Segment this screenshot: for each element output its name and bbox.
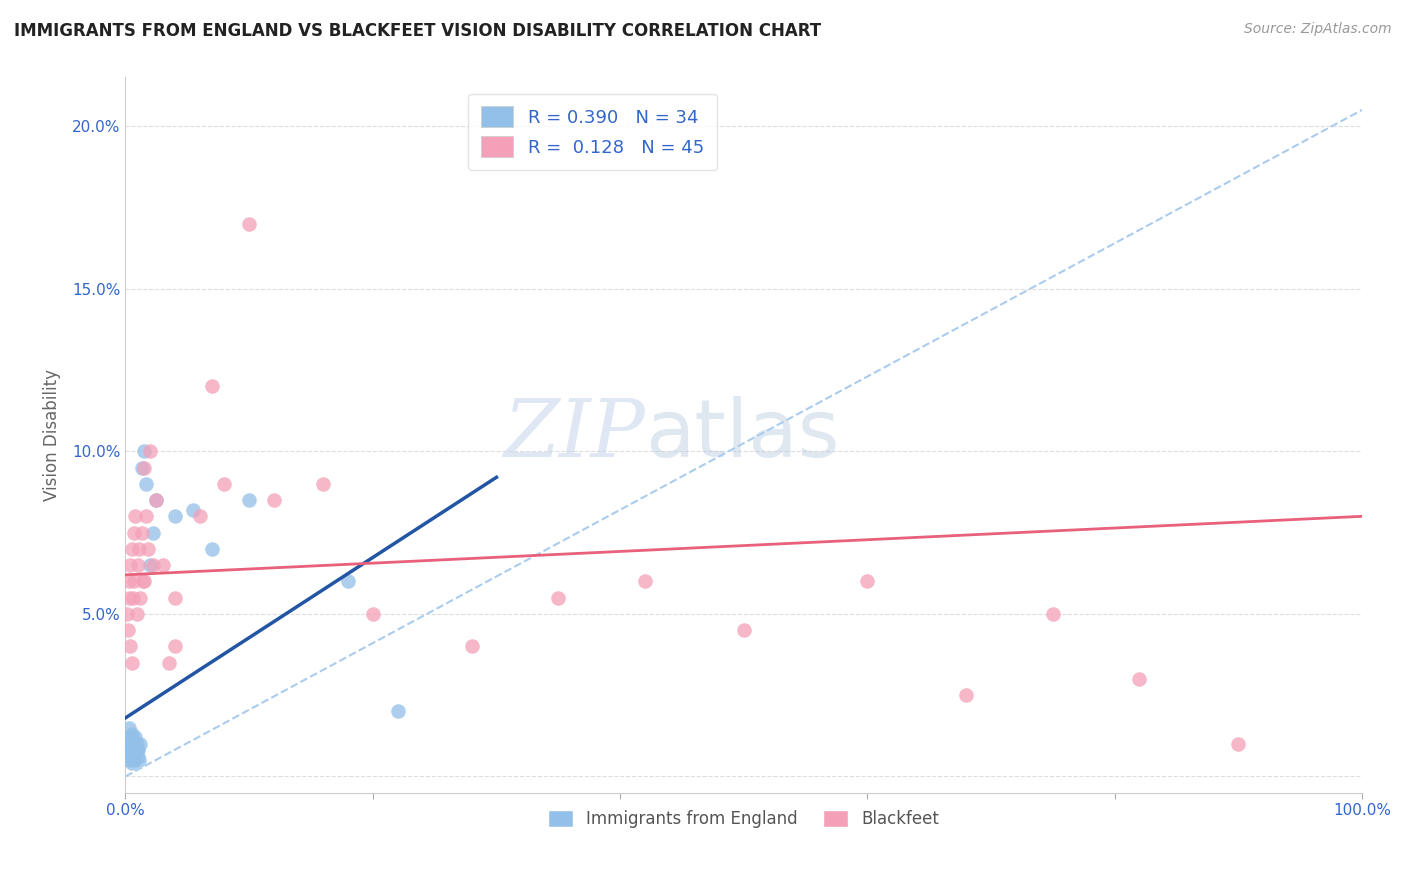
- Text: IMMIGRANTS FROM ENGLAND VS BLACKFEET VISION DISABILITY CORRELATION CHART: IMMIGRANTS FROM ENGLAND VS BLACKFEET VIS…: [14, 22, 821, 40]
- Point: [120, 747, 142, 761]
- Point: [120, 640, 142, 654]
- Point: [634, 574, 657, 589]
- Point: [127, 743, 149, 757]
- Point: [361, 607, 384, 621]
- Point: [131, 460, 153, 475]
- Point: [121, 541, 143, 556]
- Point: [145, 493, 167, 508]
- Point: [139, 558, 162, 573]
- Point: [201, 379, 224, 393]
- Point: [157, 656, 180, 670]
- Point: [142, 525, 165, 540]
- Point: [547, 591, 569, 605]
- Point: [124, 747, 146, 761]
- Point: [733, 623, 755, 637]
- Point: [183, 503, 205, 517]
- Point: [120, 558, 142, 573]
- Point: [118, 591, 141, 605]
- Text: ZIP: ZIP: [503, 396, 645, 474]
- Y-axis label: Vision Disability: Vision Disability: [44, 369, 60, 501]
- Point: [118, 574, 141, 589]
- Point: [117, 743, 139, 757]
- Point: [460, 640, 482, 654]
- Point: [163, 640, 186, 654]
- Point: [955, 688, 977, 702]
- Point: [122, 574, 145, 589]
- Point: [125, 607, 148, 621]
- Point: [163, 509, 186, 524]
- Legend: Immigrants from England, Blackfeet: Immigrants from England, Blackfeet: [541, 803, 946, 834]
- Point: [127, 750, 149, 764]
- Point: [188, 509, 211, 524]
- Point: [152, 558, 174, 573]
- Point: [387, 705, 409, 719]
- Text: Source: ZipAtlas.com: Source: ZipAtlas.com: [1244, 22, 1392, 37]
- Point: [124, 731, 146, 745]
- Point: [337, 574, 360, 589]
- Point: [142, 558, 165, 573]
- Point: [856, 574, 879, 589]
- Point: [132, 460, 155, 475]
- Point: [128, 753, 150, 767]
- Point: [122, 740, 145, 755]
- Point: [132, 574, 155, 589]
- Point: [122, 591, 145, 605]
- Point: [238, 493, 260, 508]
- Point: [129, 591, 152, 605]
- Point: [312, 476, 335, 491]
- Point: [118, 721, 141, 735]
- Point: [135, 476, 157, 491]
- Point: [121, 727, 143, 741]
- Point: [122, 525, 145, 540]
- Point: [201, 541, 224, 556]
- Point: [117, 623, 139, 637]
- Point: [263, 493, 285, 508]
- Point: [129, 737, 152, 751]
- Point: [121, 756, 143, 771]
- Point: [127, 558, 149, 573]
- Point: [125, 737, 148, 751]
- Point: [131, 525, 153, 540]
- Point: [136, 541, 159, 556]
- Point: [214, 476, 236, 491]
- Point: [132, 574, 155, 589]
- Point: [1042, 607, 1064, 621]
- Point: [128, 541, 150, 556]
- Point: [1227, 737, 1250, 751]
- Point: [115, 737, 138, 751]
- Point: [124, 509, 146, 524]
- Text: atlas: atlas: [645, 396, 839, 474]
- Point: [122, 753, 145, 767]
- Point: [238, 217, 260, 231]
- Point: [122, 733, 145, 747]
- Point: [139, 444, 162, 458]
- Point: [122, 750, 145, 764]
- Point: [121, 656, 143, 670]
- Point: [118, 753, 141, 767]
- Point: [117, 731, 139, 745]
- Point: [115, 607, 138, 621]
- Point: [121, 743, 143, 757]
- Point: [120, 737, 142, 751]
- Point: [125, 743, 148, 757]
- Point: [145, 493, 167, 508]
- Point: [163, 591, 186, 605]
- Point: [135, 509, 157, 524]
- Point: [132, 444, 155, 458]
- Point: [1128, 672, 1150, 686]
